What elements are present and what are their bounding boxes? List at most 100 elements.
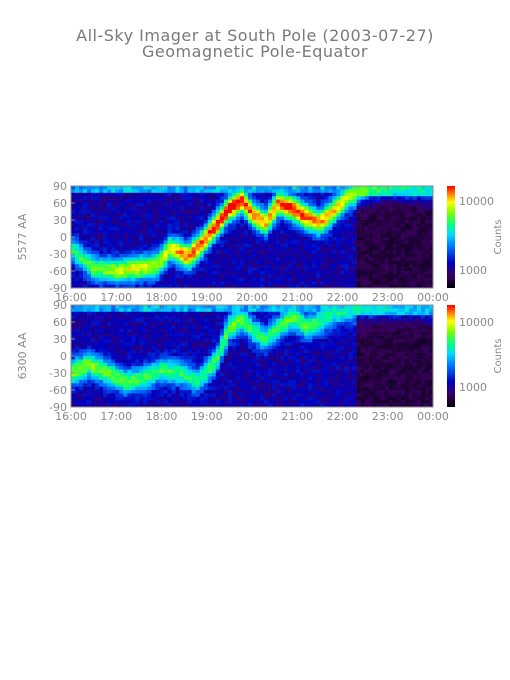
heatmap-cell (312, 257, 317, 262)
heatmap-cell (352, 328, 357, 333)
heatmap-cell (252, 403, 257, 408)
heatmap-cell (187, 342, 192, 347)
heatmap-cell (87, 260, 92, 265)
heatmap-cell (320, 311, 325, 316)
heatmap-cell (243, 186, 249, 190)
heatmap-cell (239, 345, 245, 350)
heatmap-cell (428, 260, 434, 265)
heatmap-cell (127, 332, 132, 336)
heatmap-cell (352, 257, 357, 262)
heatmap-cell (268, 233, 273, 238)
heatmap-cell (247, 379, 253, 384)
heatmap-cell (111, 199, 116, 204)
heatmap-cell (183, 243, 188, 248)
heatmap-cell (79, 305, 84, 309)
heatmap-cell (352, 379, 357, 384)
heatmap-cell (183, 237, 188, 241)
heatmap-cell (147, 220, 152, 224)
heatmap-cell (231, 223, 237, 228)
heatmap-cell (420, 233, 426, 238)
heatmap-cell (163, 257, 168, 262)
heatmap-cell (348, 230, 353, 234)
heatmap-cell (260, 233, 265, 238)
heatmap-cell (195, 196, 201, 200)
heatmap-cell (304, 274, 309, 279)
heatmap-cell (127, 308, 132, 313)
heatmap-cell (256, 305, 261, 309)
heatmap-cell (376, 220, 382, 224)
heatmap-cell (211, 403, 217, 408)
heatmap-cell (111, 325, 116, 330)
heatmap-cell (91, 349, 96, 353)
heatmap-cell (219, 315, 225, 319)
heatmap-cell (107, 267, 112, 272)
heatmap-cell (292, 352, 297, 357)
heatmap-cell (276, 332, 281, 336)
heatmap-cell (420, 237, 426, 241)
heatmap-cell (103, 396, 108, 401)
heatmap-cell (119, 366, 124, 370)
heatmap-cell (239, 369, 245, 374)
heatmap-cell (91, 376, 96, 381)
heatmap-cell (316, 243, 321, 248)
heatmap-cell (227, 376, 233, 381)
heatmap-cell (268, 332, 273, 336)
heatmap-cell (336, 325, 341, 330)
heatmap-cell (344, 342, 349, 347)
heatmap-cell (424, 206, 430, 211)
heatmap-cell (280, 243, 285, 248)
heatmap-cell (276, 308, 281, 313)
heatmap-cell (340, 199, 345, 204)
heatmap-cell (280, 216, 285, 221)
heatmap-cell (360, 308, 365, 313)
heatmap-cell (187, 393, 192, 398)
heatmap-cell (211, 342, 217, 347)
heatmap-cell (304, 349, 309, 353)
heatmap-cell (215, 342, 221, 347)
heatmap-cell (139, 308, 144, 313)
heatmap-cell (247, 196, 253, 200)
heatmap-cell (260, 240, 265, 245)
heatmap-cell (195, 386, 201, 391)
heatmap-cell (320, 379, 325, 384)
heatmap-cell (292, 386, 297, 391)
heatmap-cell (235, 356, 241, 360)
heatmap-cell (356, 216, 361, 221)
heatmap-cell (207, 271, 213, 275)
heatmap-cell (344, 379, 349, 384)
heatmap-cell (175, 186, 180, 190)
heatmap-cell (227, 264, 233, 268)
heatmap-cell (195, 264, 201, 268)
heatmap-cell (163, 396, 168, 401)
heatmap-cell (388, 186, 394, 190)
heatmap-cell (143, 339, 148, 343)
heatmap-cell (131, 342, 136, 347)
heatmap-cell (231, 379, 237, 384)
heatmap-cell (348, 186, 353, 190)
heatmap-cell (300, 199, 305, 204)
heatmap-cell (336, 209, 341, 214)
heatmap-cell (123, 400, 128, 404)
heatmap-cell (368, 318, 373, 323)
heatmap-cell (264, 308, 269, 313)
heatmap-cell (127, 250, 132, 255)
heatmap-cell (392, 243, 398, 248)
heatmap-cell (296, 186, 301, 190)
heatmap-cell (171, 277, 176, 282)
heatmap-cell (280, 223, 285, 228)
heatmap-cell (239, 305, 245, 309)
heatmap-cell (239, 362, 245, 367)
heatmap-cell (288, 254, 293, 258)
heatmap-cell (276, 247, 281, 251)
heatmap-cell (268, 400, 273, 404)
heatmap-cell (336, 308, 341, 313)
heatmap-cell (179, 203, 184, 207)
heatmap-cell (227, 267, 233, 272)
heatmap-cell (316, 342, 321, 347)
heatmap-cell (131, 220, 136, 224)
heatmap-cell (292, 332, 297, 336)
heatmap-cell (119, 189, 124, 194)
heatmap-cell (256, 230, 261, 234)
heatmap-cell (203, 233, 209, 238)
heatmap-cell (316, 335, 321, 340)
